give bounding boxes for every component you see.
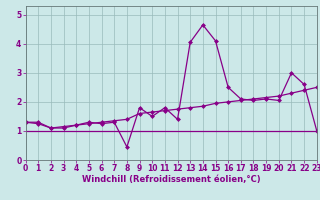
X-axis label: Windchill (Refroidissement éolien,°C): Windchill (Refroidissement éolien,°C) xyxy=(82,175,260,184)
